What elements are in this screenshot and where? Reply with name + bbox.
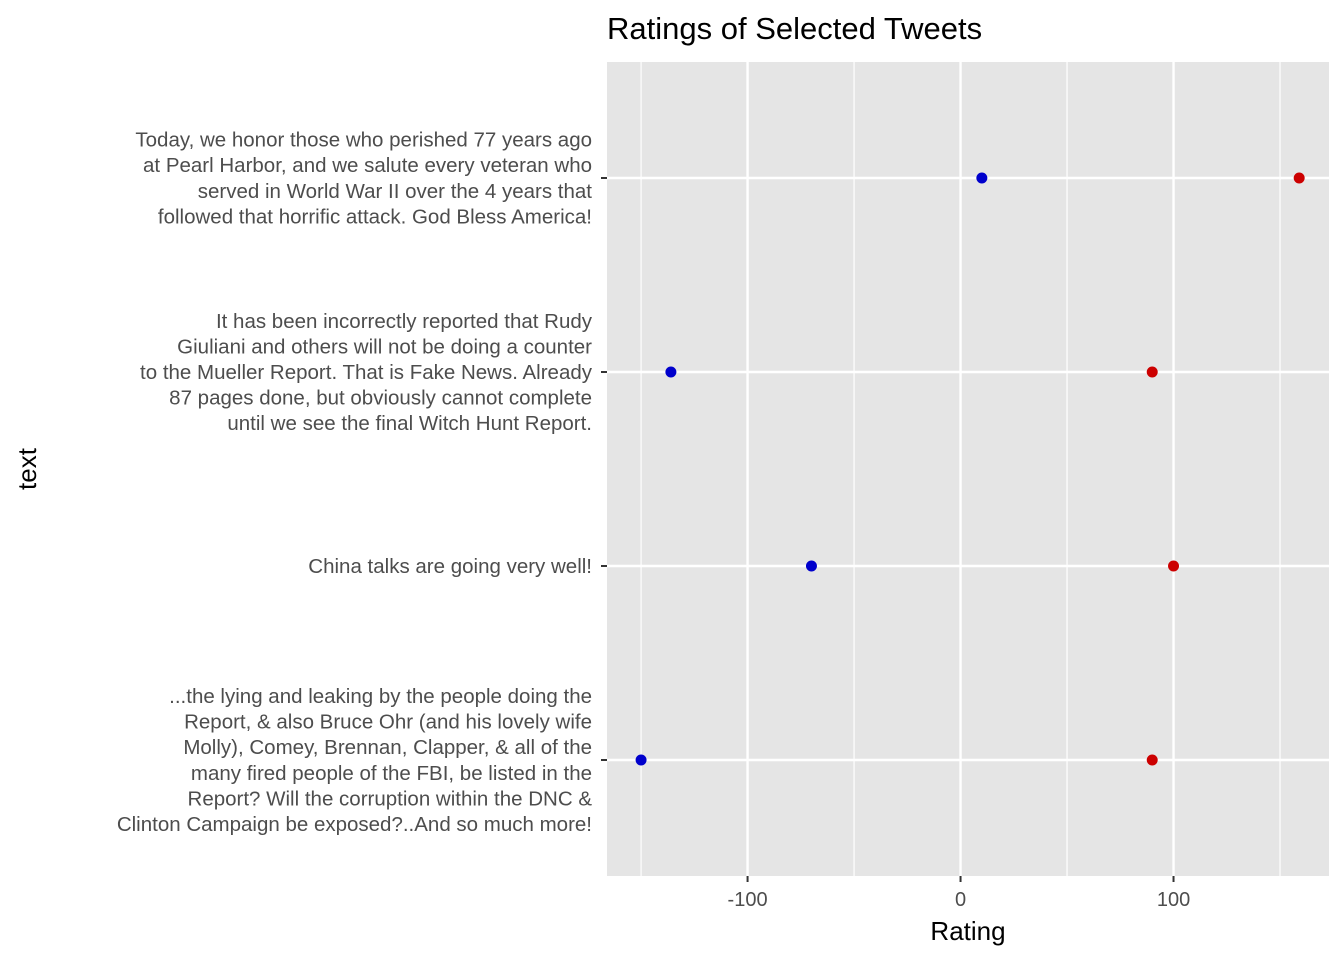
y-category-label-line: to the Mueller Report. That is Fake News… xyxy=(140,361,593,384)
chart-title: Ratings of Selected Tweets xyxy=(607,11,982,46)
y-category-label-line: Today, we honor those who perished 77 ye… xyxy=(135,129,592,152)
y-axis-ticks xyxy=(601,177,607,761)
data-point-series-2 xyxy=(1146,754,1158,766)
x-axis-title: Rating xyxy=(930,916,1005,946)
y-category-label-line: Report, & also Bruce Ohr (and his lovely… xyxy=(184,711,592,734)
data-point-series-1 xyxy=(665,366,677,378)
y-category-label-line: It has been incorrectly reported that Ru… xyxy=(216,310,593,333)
y-category-label-line: 87 pages done, but obviously cannot comp… xyxy=(169,387,592,410)
y-category-label-line: Clinton Campaign be exposed?..And so muc… xyxy=(117,813,592,836)
y-axis-category-labels: Today, we honor those who perished 77 ye… xyxy=(117,129,593,836)
y-category-label-line: served in World War II over the 4 years … xyxy=(198,180,593,203)
minor-gridlines xyxy=(640,62,1281,876)
x-tick-label: 100 xyxy=(1157,889,1190,911)
data-point-series-1 xyxy=(805,560,817,572)
data-points xyxy=(635,172,1305,766)
x-tick-label: 0 xyxy=(955,889,966,911)
y-axis-title: text xyxy=(12,447,42,490)
y-category-label-line: ...the lying and leaking by the people d… xyxy=(169,685,592,708)
y-category-label-line: Report? Will the corruption within the D… xyxy=(188,787,593,810)
data-point-series-1 xyxy=(976,172,988,184)
x-tick-label: -100 xyxy=(728,889,768,911)
y-category-label-line: China talks are going very well! xyxy=(308,555,592,578)
major-gridlines xyxy=(607,62,1329,876)
x-axis-tick-labels: -100 0 100 xyxy=(728,889,1191,911)
data-point-series-2 xyxy=(1168,560,1180,572)
data-point-series-2 xyxy=(1293,172,1305,184)
y-category-label-line: Molly), Comey, Brennan, Clapper, & all o… xyxy=(183,736,592,759)
y-category-label-line: followed that horrific attack. God Bless… xyxy=(158,205,592,228)
y-category-label-line: at Pearl Harbor, and we salute every vet… xyxy=(143,154,592,177)
data-point-series-1 xyxy=(635,754,647,766)
y-category-label-line: until we see the final Witch Hunt Report… xyxy=(227,412,592,435)
x-axis-ticks xyxy=(746,876,1175,882)
y-category-label-line: many fired people of the FBI, be listed … xyxy=(191,762,592,785)
plot-panel xyxy=(607,62,1329,876)
data-point-series-2 xyxy=(1146,366,1158,378)
y-category-label-line: Giuliani and others will not be doing a … xyxy=(177,335,592,358)
